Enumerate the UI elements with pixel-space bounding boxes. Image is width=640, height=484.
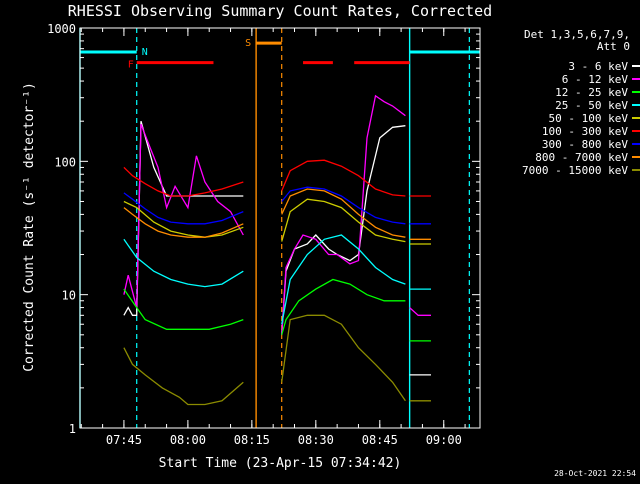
series-line-7000-15000-kev-seg-2 (281, 314, 406, 402)
series-line-100-300-kev-seg-2 (281, 159, 406, 197)
series-line-800-7000-kev-seg-2 (281, 188, 406, 238)
series-line-800-7000-kev-seg-1 (123, 207, 244, 238)
series-line-3-6-kev-seg-2 (281, 125, 406, 335)
series-line-300-800-kev-seg-2 (281, 186, 406, 225)
legend-header: Det 1,3,5,6,7,9, Att 0 (524, 28, 630, 53)
series-line-25-50-kev-seg-1 (123, 238, 244, 288)
x-tick-label-1: 07:45 (106, 433, 142, 447)
legend-label-3-6-kev: 3 - 6 keV (568, 60, 628, 73)
plot-area: NF S 1 10 100 1000 07:45 08:00 08:15 08:30 08:45 09… (47, 22, 481, 447)
legend-label-100-300-kev: 100 - 300 keV (542, 125, 628, 138)
series-line-3-6-kev-seg-1 (123, 121, 244, 316)
series-line-7000-15000-kev-seg-1 (123, 347, 244, 406)
series-line-12-25-kev-seg-2 (281, 278, 406, 335)
flag-label-n: N (142, 47, 148, 58)
x-tick-label-3: 08:15 (234, 433, 270, 447)
legend-header-line-1: Det 1,3,5,6,7,9, (524, 28, 630, 41)
legend-label-25-50-kev: 25 - 50 keV (555, 99, 628, 112)
series-line-6-12-kev-seg-2 (281, 94, 406, 335)
series-line-300-800-kev-seg-1 (123, 192, 244, 225)
flag-label-f: F (128, 60, 134, 71)
flag-label-s: S (245, 38, 251, 49)
plot-frame (79, 27, 481, 429)
series-line-100-300-kev-seg-1 (123, 166, 244, 197)
legend-label-6-12-kev: 6 - 12 keV (562, 73, 629, 86)
legend-label-12-25-kev: 12 - 25 keV (555, 86, 628, 99)
legend-label-800-7000-kev: 800 - 7000 keV (535, 151, 628, 164)
y-tick-label-3: 100 (54, 155, 76, 169)
y-tick-label-4: 1000 (47, 22, 76, 36)
series-line-6-12-kev-seg-1 (123, 123, 244, 308)
timestamp: 28-Oct-2021 22:54 (554, 469, 636, 478)
legend-label-50-100-kev: 50 - 100 keV (549, 112, 629, 125)
y-axis-label: Corrected Count Rate (s⁻¹ detector⁻¹) (22, 82, 37, 372)
series-line-6-12-kev-seg-3 (409, 307, 431, 316)
legend-label-7000-15000-kev: 7000 - 15000 keV (522, 164, 628, 177)
x-axis-label: Start Time (23-Apr-15 07:34:42) (159, 456, 402, 471)
x-tick-label-6: 09:00 (426, 433, 462, 447)
x-tick-label-4: 08:30 (298, 433, 334, 447)
series-line-50-100-kev-seg-2 (281, 198, 406, 243)
x-tick-label-5: 08:45 (362, 433, 398, 447)
series-line-25-50-kev-seg-2 (281, 234, 406, 325)
series-line-12-25-kev-seg-1 (123, 288, 244, 330)
chart-title: RHESSI Observing Summary Count Rates, Co… (68, 2, 492, 20)
y-tick-label-1: 1 (69, 422, 76, 436)
legend-label-300-800-kev: 300 - 800 keV (542, 138, 628, 151)
y-tick-label-2: 10 (62, 289, 76, 303)
legend-header-line-2: Att 0 (597, 40, 630, 53)
x-tick-label-2: 08:00 (170, 433, 206, 447)
series-line-50-100-kev-seg-1 (123, 200, 244, 238)
